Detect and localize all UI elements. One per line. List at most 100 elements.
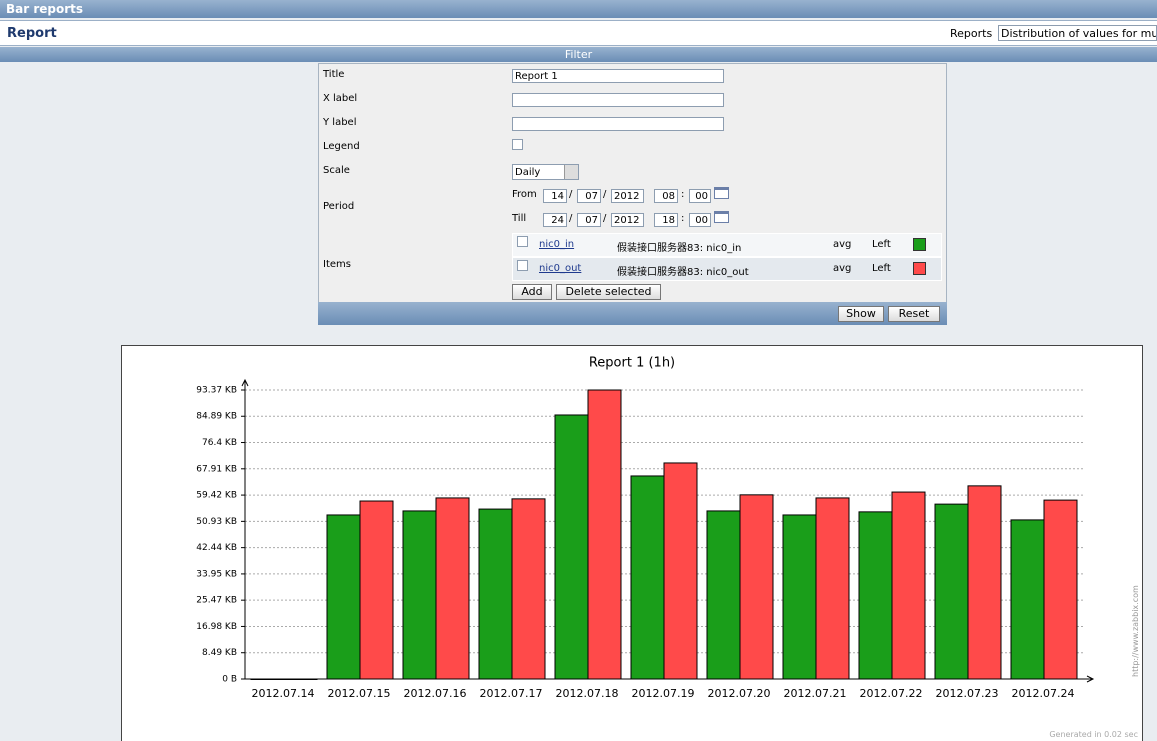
date-sep: / [569, 213, 573, 224]
item-axis: Left [872, 239, 891, 250]
x-tick-label: 2012.07.22 [860, 687, 923, 700]
item-checkbox[interactable] [517, 260, 528, 271]
delete-button[interactable]: Delete selected [556, 284, 661, 300]
form-label: Scale [323, 165, 350, 176]
y-tick-label: 84.89 KB [196, 412, 237, 422]
item-key[interactable]: nic0_in [539, 239, 575, 250]
filter-bar[interactable]: Filter [0, 47, 1157, 62]
bar [511, 498, 546, 680]
header-bar: Bar reports [0, 0, 1157, 18]
bar [554, 414, 589, 680]
y-tick-label: 8.49 KB [202, 648, 237, 658]
y-tick-label: 25.47 KB [196, 596, 237, 606]
bar [739, 494, 774, 680]
reports-select[interactable]: Distribution of values for mu [998, 25, 1157, 41]
x-tick-label: 2012.07.15 [328, 687, 391, 700]
show-button[interactable]: Show [838, 306, 884, 322]
item-name: 假装接口服务器83: nic0_in [617, 243, 742, 254]
item-key[interactable]: nic0_out [539, 263, 582, 274]
add-button[interactable]: Add [512, 284, 552, 300]
x-tick-label: 2012.07.17 [480, 687, 543, 700]
hour-input[interactable]: 18 [654, 213, 678, 227]
day-input[interactable]: 14 [543, 189, 567, 203]
y-tick-label: 33.95 KB [196, 569, 237, 579]
item-func: avg [833, 263, 852, 274]
generated-time: Generated in 0.02 sec [1049, 730, 1138, 739]
bar [1010, 519, 1045, 680]
y-axis-arrow [241, 378, 249, 387]
date-sep: / [569, 189, 573, 200]
x-tick-label: 2012.07.16 [404, 687, 467, 700]
month-input[interactable]: 07 [577, 189, 601, 203]
form-label: X label [323, 93, 358, 104]
year-input[interactable]: 2012 [611, 213, 644, 227]
item-color [913, 262, 926, 275]
bar [326, 514, 361, 680]
form-label: Period [323, 201, 355, 212]
y-tick-label: 59.42 KB [196, 491, 237, 501]
bar [1043, 499, 1078, 680]
y-tick-label: 42.44 KB [196, 543, 237, 553]
reports-label: Reports [950, 27, 993, 40]
bar [435, 497, 470, 680]
y-tick-label: 93.37 KB [196, 386, 237, 396]
reset-button[interactable]: Reset [888, 306, 940, 322]
item-func: avg [833, 239, 852, 250]
bar [663, 462, 698, 680]
form-footer [318, 302, 947, 325]
x-tick-label: 2012.07.18 [556, 687, 619, 700]
scale-select[interactable]: Daily [512, 164, 579, 180]
year-input[interactable]: 2012 [611, 189, 644, 203]
page-title: Bar reports [6, 2, 84, 16]
report-title: Report [7, 26, 57, 41]
bar [815, 497, 850, 680]
time-sep: : [681, 189, 685, 200]
day-input[interactable]: 24 [543, 213, 567, 227]
item-row [513, 258, 941, 280]
bar [967, 485, 1002, 680]
chart: Report 1 (1h) http://www.zabbix.com Gene… [121, 345, 1143, 741]
legend-checkbox[interactable] [512, 139, 523, 150]
y-tick-label: 50.93 KB [196, 517, 237, 527]
x-tick-label: 2012.07.24 [1012, 687, 1075, 700]
form-label: Items [323, 259, 351, 270]
x-tick-label: 2012.07.20 [708, 687, 771, 700]
select-arrow [564, 165, 578, 179]
chart-title: Report 1 (1h) [589, 356, 675, 371]
form-label: Legend [323, 141, 360, 152]
item-checkbox[interactable] [517, 236, 528, 247]
x-label-input[interactable] [512, 93, 724, 107]
item-axis: Left [872, 263, 891, 274]
x-tick-label: 2012.07.21 [784, 687, 847, 700]
date-sep: / [603, 189, 607, 200]
minute-input[interactable]: 00 [689, 189, 711, 203]
period-label: Till [512, 213, 527, 224]
minute-input[interactable]: 00 [689, 213, 711, 227]
calendar-icon[interactable] [714, 187, 729, 199]
form-label: Title [323, 69, 345, 80]
bar [782, 514, 817, 680]
title-input[interactable]: Report 1 [512, 69, 724, 83]
report-bar: Report Reports Distribution of values fo… [0, 20, 1157, 46]
hour-input[interactable]: 08 [654, 189, 678, 203]
item-name: 假装接口服务器83: nic0_out [617, 267, 749, 278]
calendar-icon[interactable] [714, 211, 729, 223]
bar [359, 500, 394, 680]
x-tick-label: 2012.07.23 [936, 687, 999, 700]
filter-toggle[interactable]: Filter [564, 48, 593, 61]
x-tick-label: 2012.07.14 [252, 687, 315, 700]
bar [402, 510, 437, 680]
month-input[interactable]: 07 [577, 213, 601, 227]
x-tick-label: 2012.07.19 [632, 687, 695, 700]
bar [630, 475, 665, 680]
date-sep: / [603, 213, 607, 224]
bar [587, 389, 622, 680]
item-row [513, 234, 941, 256]
x-axis-arrow [1086, 675, 1095, 683]
bar [478, 508, 513, 680]
zabbix-url: http://www.zabbix.com [1131, 585, 1140, 677]
y-label-input[interactable] [512, 117, 724, 131]
y-tick-label: 76.4 KB [202, 438, 237, 448]
bar [858, 511, 893, 680]
